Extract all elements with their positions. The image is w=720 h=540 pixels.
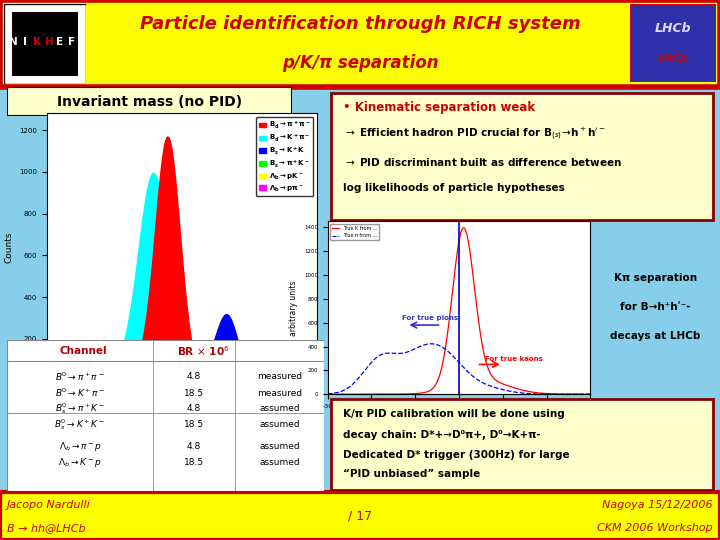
Text: “PID unbiased” sample: “PID unbiased” sample xyxy=(343,469,480,480)
Text: Jacopo Nardulli: Jacopo Nardulli xyxy=(7,500,91,510)
Text: K/π PID calibration will be done using: K/π PID calibration will be done using xyxy=(343,409,565,419)
Text: $\rightarrow$ Efficient hadron PID crucial for B$_{(s)}\!\rightarrow\!$h$^+$h$^{: $\rightarrow$ Efficient hadron PID cruci… xyxy=(343,126,606,142)
Text: $\Lambda_b \rightarrow \pi^-p$: $\Lambda_b \rightarrow \pi^-p$ xyxy=(59,440,102,453)
Legend: True K from ..., True π from ...: True K from ..., True π from ... xyxy=(330,224,379,240)
Y-axis label: Counts: Counts xyxy=(4,231,14,263)
Text: Kπ separation: Kπ separation xyxy=(613,273,697,283)
Text: H: H xyxy=(45,37,53,47)
Text: F: F xyxy=(68,37,75,47)
Text: measured: measured xyxy=(257,372,302,381)
Text: measured: measured xyxy=(257,389,302,397)
Text: p/K/π separation: p/K/π separation xyxy=(282,54,438,72)
Text: 18.5: 18.5 xyxy=(184,458,204,467)
Text: For true pions: For true pions xyxy=(402,315,458,321)
Bar xyxy=(12,12,78,76)
Text: BR $\times$ 10$^6$: BR $\times$ 10$^6$ xyxy=(177,344,230,357)
Legend: $\mathbf{B_d \rightarrow \pi^+\pi^-}$, $\mathbf{B_d \rightarrow K^+\pi^-}$, $\ma: $\mathbf{B_d \rightarrow \pi^+\pi^-}$, $… xyxy=(256,117,313,197)
Text: $\rightarrow$ PID discriminant built as difference between: $\rightarrow$ PID discriminant built as … xyxy=(343,156,622,167)
Text: LHCp: LHCp xyxy=(658,53,688,64)
Text: 4.8: 4.8 xyxy=(187,404,201,413)
X-axis label: MeV/c²: MeV/c² xyxy=(166,401,197,410)
Text: • Kinematic separation weak: • Kinematic separation weak xyxy=(343,101,535,114)
Text: 18.5: 18.5 xyxy=(184,389,204,397)
Text: K: K xyxy=(32,37,41,47)
Text: background of the others: background of the others xyxy=(76,422,255,436)
Text: 4.8: 4.8 xyxy=(187,372,201,381)
Text: Every Channel is potentially: Every Channel is potentially xyxy=(68,401,264,414)
Text: $B^{0}_{s} \rightarrow K^+K^-$: $B^{0}_{s} \rightarrow K^+K^-$ xyxy=(55,417,106,433)
Text: B → hh@LHCb: B → hh@LHCb xyxy=(7,523,86,532)
Text: decays at LHCb: decays at LHCb xyxy=(610,332,701,341)
Text: $B^{0}_{s} \rightarrow \pi^+K^-$: $B^{0}_{s} \rightarrow \pi^+K^-$ xyxy=(55,401,105,416)
Y-axis label: arbitrary units: arbitrary units xyxy=(289,280,298,335)
Text: $B^0 \rightarrow \pi^+\pi^-$: $B^0 \rightarrow \pi^+\pi^-$ xyxy=(55,370,105,383)
Text: Invariant mass (no PID): Invariant mass (no PID) xyxy=(57,94,242,109)
Text: Dedicated D* trigger (300Hz) for large: Dedicated D* trigger (300Hz) for large xyxy=(343,450,570,461)
Text: N: N xyxy=(9,37,18,47)
Text: $B^0 \rightarrow K^+\pi^-$: $B^0 \rightarrow K^+\pi^-$ xyxy=(55,387,105,399)
Text: Particle identification through RICH system: Particle identification through RICH sys… xyxy=(140,16,580,33)
Text: Nagoya 15/12/2006: Nagoya 15/12/2006 xyxy=(602,500,713,510)
Text: assumed: assumed xyxy=(259,420,300,429)
Text: log likelihoods of particle hypotheses: log likelihoods of particle hypotheses xyxy=(343,183,565,193)
Text: Channel: Channel xyxy=(60,346,107,356)
Text: 18.5: 18.5 xyxy=(184,420,204,429)
Text: E: E xyxy=(56,37,63,47)
Text: for B→h⁺hʹ⁻-: for B→h⁺hʹ⁻- xyxy=(620,302,690,312)
Text: 4.8: 4.8 xyxy=(187,442,201,450)
Text: CKM 2006 Workshop: CKM 2006 Workshop xyxy=(597,523,713,532)
Text: For true kaons: For true kaons xyxy=(485,356,543,362)
Text: assumed: assumed xyxy=(259,404,300,413)
Text: I: I xyxy=(23,37,27,47)
Text: LHCb: LHCb xyxy=(655,22,691,35)
Text: / 17: / 17 xyxy=(348,510,372,523)
Text: assumed: assumed xyxy=(259,442,300,450)
Text: $\Lambda_b \rightarrow K^-p$: $\Lambda_b \rightarrow K^-p$ xyxy=(58,456,102,469)
Text: assumed: assumed xyxy=(259,458,300,467)
Text: decay chain: D*+→D⁰π+, D⁰→K+π-: decay chain: D*+→D⁰π+, D⁰→K+π- xyxy=(343,430,541,440)
X-axis label: $\Delta$log$L_{K\pi}$: $\Delta$log$L_{K\pi}$ xyxy=(444,415,474,428)
